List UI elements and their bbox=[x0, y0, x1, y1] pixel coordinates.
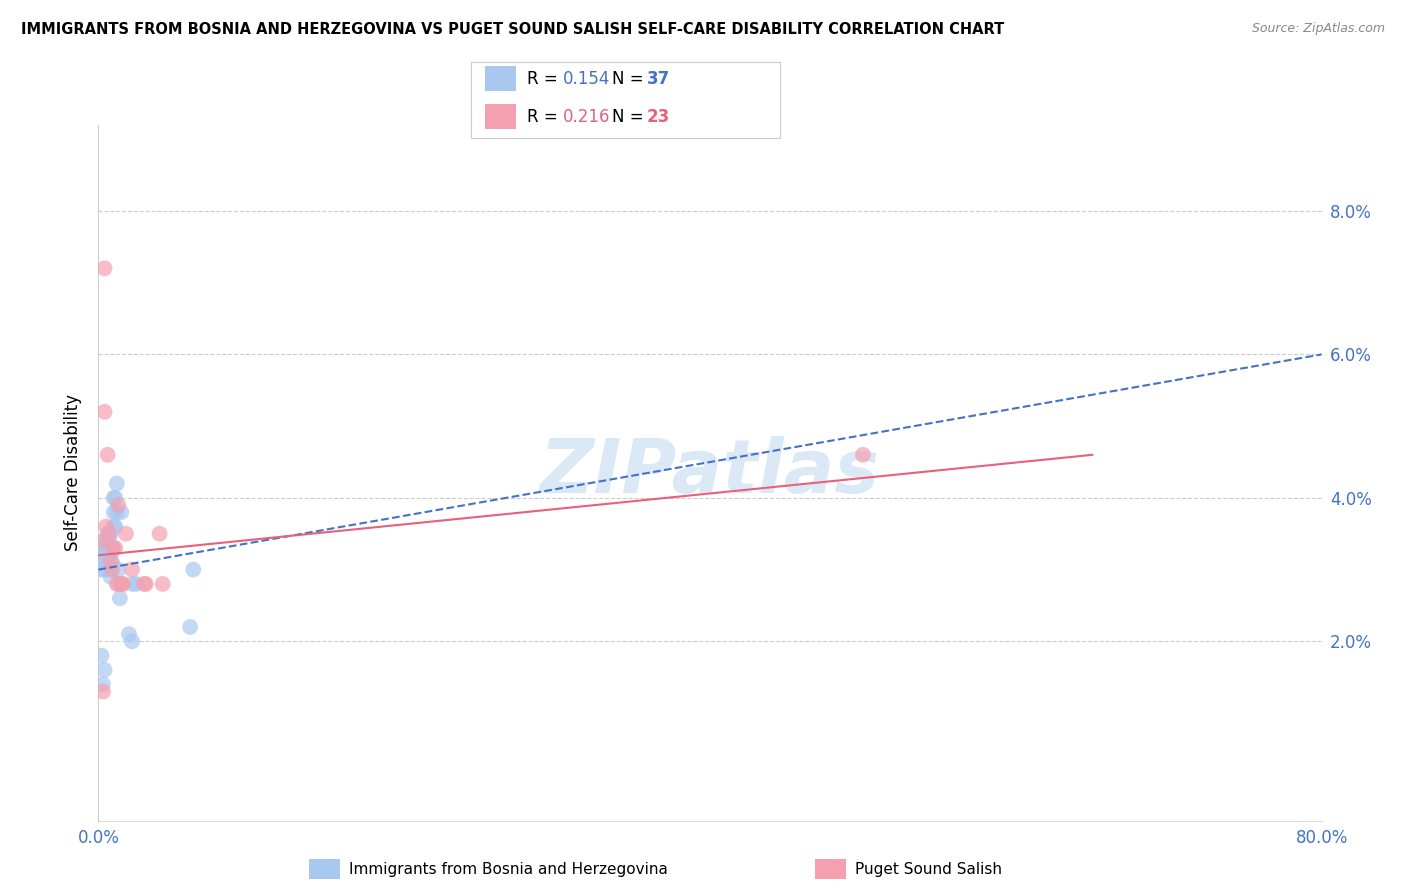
Point bbox=[90, 563, 112, 577]
Point bbox=[97, 526, 120, 541]
Point bbox=[121, 577, 143, 591]
Point bbox=[103, 505, 125, 519]
Point bbox=[93, 663, 115, 677]
Point bbox=[94, 519, 117, 533]
Text: 0.154: 0.154 bbox=[562, 70, 610, 88]
Text: ZIPatlas: ZIPatlas bbox=[540, 436, 880, 509]
Point bbox=[179, 620, 201, 634]
Text: 23: 23 bbox=[647, 108, 671, 126]
Point bbox=[91, 677, 114, 691]
Point bbox=[103, 519, 125, 533]
Point bbox=[101, 541, 124, 555]
Point bbox=[93, 563, 115, 577]
Point bbox=[91, 541, 114, 555]
Point bbox=[97, 448, 120, 462]
Point bbox=[101, 556, 124, 570]
Point bbox=[97, 556, 120, 570]
Text: N =: N = bbox=[612, 108, 648, 126]
Point bbox=[110, 577, 132, 591]
Point bbox=[91, 684, 114, 698]
Text: 37: 37 bbox=[647, 70, 671, 88]
Point bbox=[98, 563, 121, 577]
Point bbox=[90, 648, 112, 663]
Point bbox=[110, 577, 132, 591]
Point bbox=[98, 548, 121, 562]
Point bbox=[98, 533, 121, 548]
Point bbox=[101, 563, 124, 577]
Point bbox=[115, 526, 138, 541]
Point bbox=[118, 627, 141, 641]
Text: R =: R = bbox=[527, 108, 564, 126]
Point bbox=[93, 405, 115, 419]
Point bbox=[104, 541, 127, 555]
Point bbox=[94, 541, 117, 555]
Text: Immigrants from Bosnia and Herzegovina: Immigrants from Bosnia and Herzegovina bbox=[349, 863, 668, 877]
Point bbox=[94, 533, 117, 548]
Point bbox=[104, 519, 127, 533]
Point bbox=[100, 570, 122, 584]
Text: Source: ZipAtlas.com: Source: ZipAtlas.com bbox=[1251, 22, 1385, 36]
Point bbox=[107, 498, 129, 512]
Point bbox=[121, 563, 143, 577]
Point bbox=[125, 577, 148, 591]
Point bbox=[181, 563, 204, 577]
Point bbox=[852, 448, 875, 462]
Point bbox=[121, 634, 143, 648]
Point bbox=[98, 526, 121, 541]
Point bbox=[100, 548, 122, 562]
Text: R =: R = bbox=[527, 70, 564, 88]
Text: 0.216: 0.216 bbox=[562, 108, 610, 126]
Point bbox=[104, 491, 127, 505]
Point bbox=[107, 577, 129, 591]
Point bbox=[93, 261, 115, 276]
Point bbox=[149, 526, 172, 541]
Point bbox=[134, 577, 156, 591]
Point bbox=[91, 533, 114, 548]
Y-axis label: Self-Care Disability: Self-Care Disability bbox=[65, 394, 83, 551]
Point bbox=[105, 577, 128, 591]
Point bbox=[107, 563, 129, 577]
Point bbox=[152, 577, 174, 591]
Point bbox=[103, 491, 125, 505]
Point bbox=[100, 526, 122, 541]
Point bbox=[111, 577, 134, 591]
Point bbox=[108, 591, 131, 606]
Point bbox=[105, 476, 128, 491]
Point bbox=[91, 556, 114, 570]
Point bbox=[93, 548, 115, 562]
Point bbox=[135, 577, 157, 591]
Text: Puget Sound Salish: Puget Sound Salish bbox=[855, 863, 1002, 877]
Point bbox=[103, 541, 125, 555]
Point bbox=[105, 505, 128, 519]
Text: N =: N = bbox=[612, 70, 648, 88]
Point bbox=[110, 505, 132, 519]
Point bbox=[100, 556, 122, 570]
Text: IMMIGRANTS FROM BOSNIA AND HERZEGOVINA VS PUGET SOUND SALISH SELF-CARE DISABILIT: IMMIGRANTS FROM BOSNIA AND HERZEGOVINA V… bbox=[21, 22, 1004, 37]
